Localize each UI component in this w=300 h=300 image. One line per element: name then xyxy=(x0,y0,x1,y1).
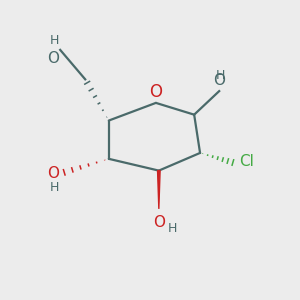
Text: Cl: Cl xyxy=(239,154,254,169)
Text: H: H xyxy=(49,181,59,194)
Polygon shape xyxy=(158,171,160,209)
Text: H: H xyxy=(216,69,225,82)
Text: H: H xyxy=(168,222,177,235)
Text: O: O xyxy=(149,83,162,101)
Text: O: O xyxy=(47,51,59,66)
Text: H: H xyxy=(49,34,59,47)
Text: O: O xyxy=(213,73,225,88)
Text: O: O xyxy=(153,215,165,230)
Text: O: O xyxy=(47,166,59,181)
